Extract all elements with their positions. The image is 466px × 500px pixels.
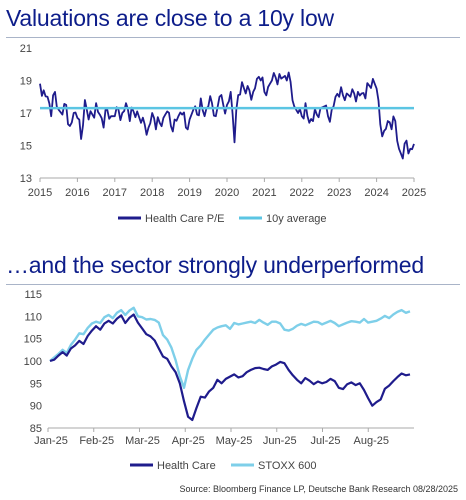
x-tick-label: Aug-25 <box>354 435 389 447</box>
x-tick-label: Jan-25 <box>34 435 68 447</box>
x-tick-label: 2025 <box>402 187 426 199</box>
series-stoxx-600 <box>49 306 411 389</box>
x-tick-label: 2023 <box>327 187 351 199</box>
y-tick-label: 21 <box>20 43 32 55</box>
y-tick-label: 15 <box>20 141 32 153</box>
bottom-chart-title: …and the sector strongly underperformed <box>6 252 424 278</box>
top-title-divider <box>6 37 460 38</box>
x-tick-label: 2015 <box>28 187 52 199</box>
x-tick-label: Feb-25 <box>79 435 114 447</box>
y-tick-label: 13 <box>20 173 32 185</box>
y-tick-label: 85 <box>30 423 42 435</box>
y-tick-label: 17 <box>20 108 32 120</box>
y-tick-label: 19 <box>20 76 32 88</box>
x-tick-label: 2017 <box>103 187 127 199</box>
y-tick-label: 100 <box>24 356 42 368</box>
legend-label-health-care: Health Care <box>157 460 216 472</box>
x-tick-label: Jul-25 <box>311 435 341 447</box>
x-tick-label: 2024 <box>364 187 388 199</box>
x-tick-label: 2020 <box>215 187 239 199</box>
legend-label-10y-average: 10y average <box>266 213 327 225</box>
y-tick-label: 90 <box>30 401 42 413</box>
x-tick-label: Apr-25 <box>172 435 205 447</box>
x-tick-label: May-25 <box>216 435 253 447</box>
x-tick-label: 2019 <box>177 187 201 199</box>
y-tick-label: 115 <box>24 289 42 301</box>
series-health-care <box>49 313 411 422</box>
legend-label-health-care-pe: Health Care P/E <box>145 213 224 225</box>
pe-chart: 13 15 17 19 21 2015 2016 2017 2018 2019 2020 2021 20… <box>20 43 426 225</box>
x-tick-label: 2018 <box>140 187 164 199</box>
x-tick-label: 2016 <box>65 187 89 199</box>
x-tick-label: Jun-25 <box>263 435 297 447</box>
x-tick-label: Mar-25 <box>125 435 160 447</box>
x-tick-label: 2021 <box>252 187 276 199</box>
y-tick-label: 105 <box>24 334 42 346</box>
bottom-title-divider <box>6 284 460 285</box>
y-tick-label: 95 <box>30 378 42 390</box>
source-note: Source: Bloomberg Finance LP, Deutsche B… <box>179 484 458 494</box>
series-health-care-pe <box>39 71 415 160</box>
top-chart-title: Valuations are close to a 10y low <box>6 5 334 31</box>
x-tick-label: 2022 <box>290 187 314 199</box>
legend-label-stoxx-600: STOXX 600 <box>258 460 317 472</box>
y-tick-label: 110 <box>24 311 42 323</box>
